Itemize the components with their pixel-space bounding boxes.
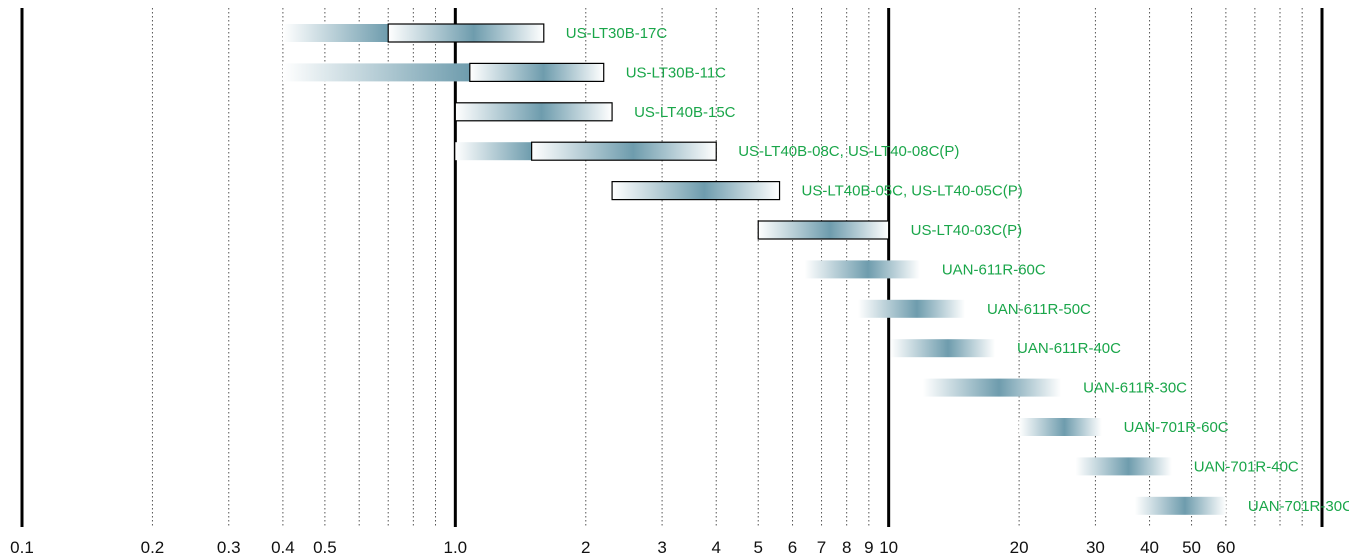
bar-range	[890, 339, 996, 358]
bar-range	[858, 299, 965, 318]
x-axis-tick-labels: 0.1 0.2 0.3 0.4 0.5 1.0 2 3 4 5 6 7 8 9 10 20 30 40 50 60	[10, 538, 1235, 557]
x-tick-label: 0.4	[271, 538, 295, 557]
bar-label: UAN-611R-60C	[942, 261, 1046, 278]
x-tick-label: 0.1	[10, 538, 34, 557]
x-tick-label: 1.0	[444, 538, 468, 557]
bar-outlined-range	[469, 62, 605, 83]
bar-label: UAN-611R-40C	[1017, 340, 1121, 357]
x-tick-label: 6	[788, 538, 797, 557]
bar-row: UAN-701R-40C	[1075, 457, 1299, 476]
bar-row: US-LT40B-08C, US-LT40-08C(P)	[455, 141, 959, 161]
bar-outlined-range	[387, 23, 545, 43]
bar-row: US-LT30B-11C	[282, 62, 726, 83]
bar-label: US-LT40B-08C, US-LT40-08C(P)	[738, 143, 959, 160]
bar-range	[1019, 418, 1102, 436]
bar-outlined-range	[454, 102, 613, 122]
bar-row: US-LT40-03C(P)	[757, 220, 1022, 240]
x-tick-label: 2	[581, 538, 590, 557]
x-tick-label: 20	[1010, 538, 1029, 557]
bar-row: UAN-701R-30C	[1134, 496, 1349, 515]
bar-label: UAN-611R-50C	[987, 301, 1091, 318]
x-tick-label: 4	[711, 538, 720, 557]
bar-row: UAN-611R-60C	[804, 260, 1046, 279]
bar-row: UAN-701R-60C	[1019, 418, 1229, 436]
bar-label: UAN-701R-60C	[1124, 419, 1229, 436]
bar-row: UAN-611R-50C	[858, 299, 1091, 318]
bar-range	[455, 142, 532, 161]
bar-label: US-LT40B-15C	[634, 104, 736, 121]
x-tick-label: 10	[879, 538, 898, 557]
bar-row: UAN-611R-40C	[890, 339, 1121, 358]
bar-row: US-LT40B-05C, US-LT40-05C(P)	[611, 181, 1023, 201]
x-tick-label: 0.2	[141, 538, 165, 557]
bar-range	[922, 378, 1062, 397]
bar-row: US-LT40B-15C	[454, 102, 736, 122]
bar-label: UAN-701R-30C	[1248, 498, 1349, 515]
bar-range	[1134, 496, 1226, 515]
x-tick-label: 50	[1182, 538, 1201, 557]
bar-outlined-range	[757, 220, 890, 240]
gridlines	[20, 8, 1324, 527]
bar-range	[1075, 457, 1172, 476]
bar-label: US-LT40B-05C, US-LT40-05C(P)	[802, 183, 1023, 200]
bar-outlined-range	[531, 141, 717, 161]
bar-range	[282, 63, 470, 82]
x-tick-label: 30	[1086, 538, 1105, 557]
bar-outlined-range	[611, 181, 781, 201]
x-tick-label: 8	[842, 538, 851, 557]
x-tick-label: 60	[1216, 538, 1235, 557]
bars: US-LT30B-17C US-LT30B-11C US-LT40B-15C US-L…	[282, 23, 1349, 515]
bar-label: US-LT30B-17C	[566, 25, 668, 42]
x-tick-label: 9	[864, 538, 873, 557]
x-tick-label: 5	[753, 538, 762, 557]
x-tick-label: 0.5	[313, 538, 337, 557]
x-tick-label: 40	[1140, 538, 1159, 557]
x-tick-label: 0.3	[217, 538, 241, 557]
x-tick-label: 3	[657, 538, 666, 557]
bar-row: US-LT30B-17C	[282, 23, 668, 43]
bar-label: US-LT30B-11C	[626, 64, 726, 81]
bar-range	[282, 24, 389, 42]
x-tick-label: 7	[817, 538, 826, 557]
bar-label: US-LT40-03C(P)	[911, 222, 1022, 239]
bar-range	[804, 260, 920, 279]
bar-label: UAN-611R-30C	[1083, 380, 1187, 397]
bar-row: UAN-611R-30C	[922, 378, 1187, 397]
bar-label: UAN-701R-40C	[1194, 458, 1299, 475]
